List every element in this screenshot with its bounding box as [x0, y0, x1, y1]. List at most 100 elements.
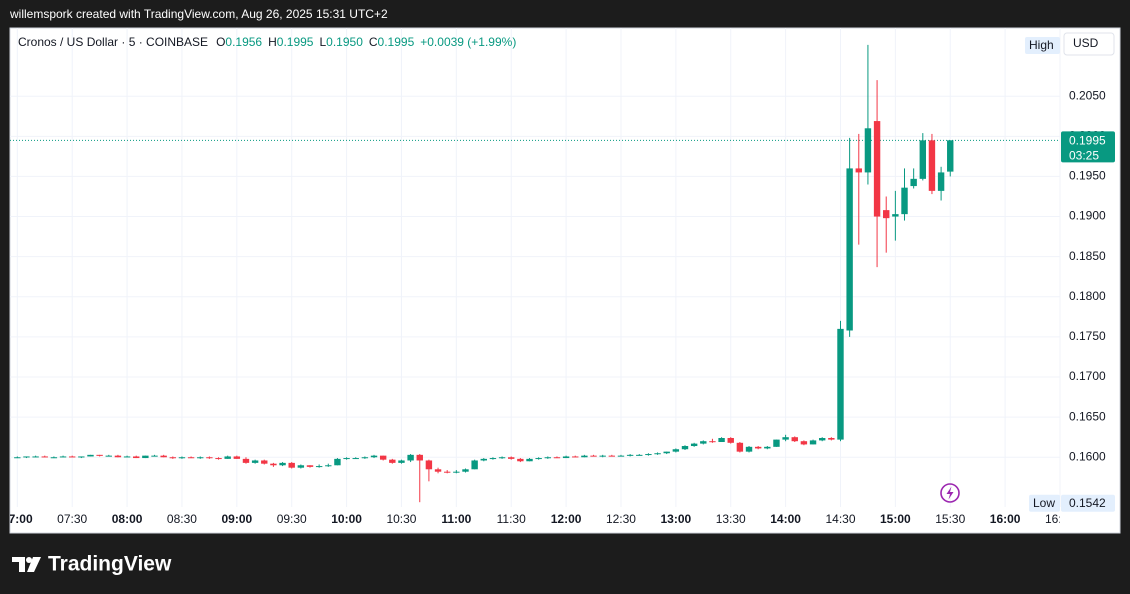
candle-body: [736, 442, 744, 452]
candle-body: [480, 458, 487, 461]
high-tag: High: [1029, 38, 1054, 52]
candle-body: [745, 446, 753, 452]
candle-body: [306, 465, 314, 467]
brand-logo: [12, 557, 41, 572]
candle-body: [828, 437, 835, 440]
candle-body: [389, 459, 396, 463]
y-tick-label: 0.1600: [1069, 449, 1106, 463]
last-price-label: 0.1995: [1069, 134, 1106, 148]
candle-body: [590, 455, 597, 457]
candle-body: [508, 457, 515, 459]
x-tick-label: 07:00: [2, 512, 33, 526]
candle-body: [352, 458, 359, 460]
candle-body: [672, 449, 680, 452]
x-tick-label: 15:00: [880, 512, 911, 526]
candle-body: [489, 458, 497, 460]
candle-body: [425, 460, 433, 470]
candle-body: [663, 451, 670, 454]
candle-body: [233, 456, 241, 459]
candle-body: [883, 210, 890, 219]
candle-body: [261, 460, 268, 464]
candle-body: [599, 455, 606, 457]
chart-panel: [9, 27, 1121, 534]
y-tick-label: 0.1800: [1069, 289, 1106, 303]
y-tick-label: 0.1650: [1069, 409, 1106, 423]
candle-body: [626, 454, 634, 456]
x-tick-label: 16:30: [1045, 512, 1075, 526]
candle-body: [398, 460, 405, 463]
candle-body: [251, 460, 259, 463]
candle-body: [59, 456, 67, 458]
candle-body: [169, 457, 177, 459]
candle-body: [928, 140, 936, 191]
ohlc-label: O: [216, 35, 225, 49]
candle-body: [41, 456, 48, 458]
candle-body: [334, 458, 341, 466]
candle-body: [32, 456, 39, 458]
candle-body: [197, 457, 204, 459]
candle-body: [297, 465, 305, 468]
x-tick-label: 12:00: [551, 512, 582, 526]
y-tick-label: 0.2050: [1069, 88, 1106, 102]
candle-body: [919, 140, 927, 179]
candle-body: [837, 328, 844, 440]
candle-body: [14, 457, 21, 459]
candle-body: [23, 456, 30, 458]
candle-body: [133, 456, 140, 459]
candle-body: [160, 455, 167, 458]
candle-body: [315, 466, 323, 468]
ohlc-label: C: [369, 35, 378, 49]
x-tick-label: 11:00: [441, 512, 471, 526]
ohlc-label: L: [319, 35, 326, 49]
candle-body: [526, 458, 533, 462]
candle-body: [681, 446, 689, 450]
candle-body: [572, 456, 579, 458]
high-tag-box: [1025, 37, 1060, 54]
candle-body: [754, 446, 762, 449]
countdown: 03:25: [1069, 149, 1099, 163]
candle-body: [434, 469, 442, 472]
candle-body: [114, 455, 122, 458]
change: +0.0039 (+1.99%): [420, 35, 516, 49]
candle-body: [700, 441, 707, 444]
time-axis: 07:00 07:30 08:00 08:30 09:00 09:30 10:00 10:30…: [2, 512, 1075, 526]
candle-body: [151, 455, 158, 457]
low-value: 0.1542: [1069, 496, 1106, 510]
candle-body: [123, 456, 131, 458]
candle-body: [562, 456, 570, 459]
candle-body: [288, 462, 295, 468]
candle-body: [517, 458, 524, 462]
candle-body: [270, 463, 277, 466]
candle-body: [901, 187, 908, 215]
currency: USD: [1073, 36, 1099, 50]
candle-body: [224, 456, 231, 459]
x-tick-label: 13:00: [661, 512, 692, 526]
currency-box: [1063, 32, 1115, 56]
y-tick-label: 0.1900: [1069, 209, 1106, 223]
candle-body: [96, 454, 103, 456]
x-tick-label: 09:30: [277, 512, 307, 526]
low-tag-box: [1029, 494, 1060, 512]
candle-body: [105, 455, 112, 457]
low-value-box: [1061, 494, 1115, 512]
overlay: Cronos / US Dollar · 5 · COINBASE O0.1956…: [18, 32, 1115, 512]
candle-body: [937, 172, 945, 191]
candle-body: [370, 455, 378, 458]
candle-body: [818, 437, 826, 441]
candle-body: [910, 178, 917, 187]
candle-body: [581, 455, 588, 458]
x-tick-label: 14:30: [825, 512, 855, 526]
candle-body: [800, 441, 808, 445]
candle-body: [709, 441, 716, 443]
candle-body: [892, 214, 899, 217]
candle-body: [68, 456, 76, 458]
candle-body: [809, 440, 817, 445]
y-tick-label: 0.1950: [1069, 169, 1106, 183]
x-tick-label: 12:30: [606, 512, 636, 526]
candle-body: [242, 458, 250, 463]
y-tick-label: 0.1850: [1069, 249, 1106, 263]
candle-body: [50, 457, 58, 459]
x-tick-label: 07:30: [57, 512, 87, 526]
low-tag: Low: [1033, 496, 1055, 510]
